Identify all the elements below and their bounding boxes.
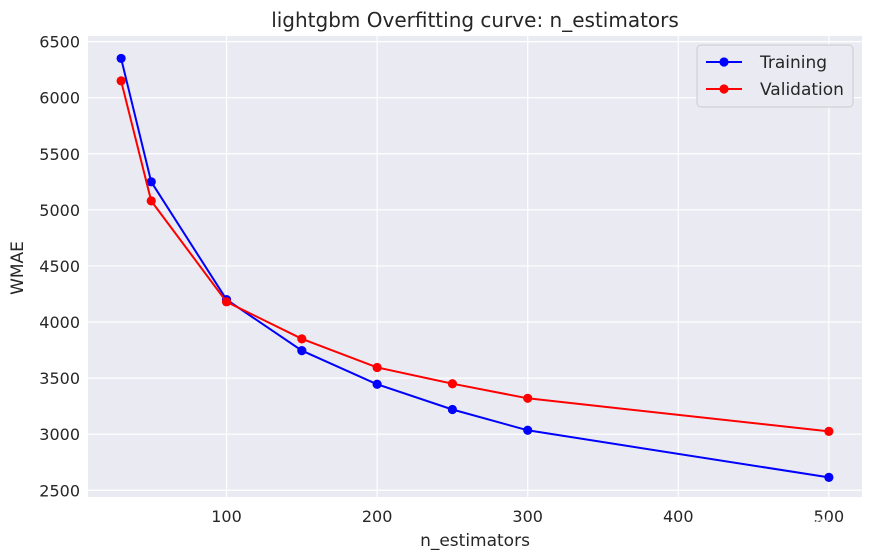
legend-marker — [719, 57, 729, 67]
legend-label: Training — [759, 53, 827, 73]
y-tick-label: 2500 — [39, 481, 80, 500]
y-tick-label: 3000 — [39, 425, 80, 444]
y-tick-label: 6500 — [39, 33, 80, 52]
x-tick-label: 400 — [663, 507, 694, 526]
y-tick-label: 4000 — [39, 313, 80, 332]
legend-item: Training — [706, 53, 827, 73]
data-point — [523, 393, 533, 403]
y-tick-label: 5500 — [39, 145, 80, 164]
chart-title: lightgbm Overfitting curve: n_estimators — [271, 8, 679, 32]
y-tick-label: 6000 — [39, 89, 80, 108]
y-tick-label: 3500 — [39, 369, 80, 388]
data-point — [523, 425, 533, 435]
y-tick-labels: 2500 3000 3500 4000 4500 5000 5500 6000 6500 — [39, 33, 80, 501]
data-point — [824, 472, 834, 482]
watermark-text: alitrack — [765, 513, 836, 535]
data-point — [116, 53, 126, 64]
data-point — [221, 297, 232, 307]
series-line — [120, 58, 830, 479]
x-tick-label: 100 — [211, 507, 242, 526]
x-tick-labels: 100 200 300 400 500 — [211, 507, 844, 526]
data-point — [297, 346, 307, 356]
y-tick-label: 5000 — [39, 201, 80, 220]
x-tick-label: 200 — [362, 507, 393, 526]
data-point — [372, 379, 382, 389]
data-point — [146, 177, 156, 187]
y-axis-label: WMAE — [8, 241, 28, 295]
legend-box — [696, 44, 854, 108]
watermark: alitrack — [729, 512, 836, 535]
series-layer — [116, 53, 834, 482]
data-point — [447, 404, 458, 415]
grid-lines — [88, 36, 862, 497]
legend-marker — [719, 84, 729, 94]
wechat-icon — [729, 512, 755, 532]
legend: Training Validation — [696, 44, 854, 108]
x-tick-label: 500 — [814, 507, 845, 526]
data-point — [372, 362, 382, 373]
data-point — [824, 426, 834, 436]
data-point — [116, 76, 126, 86]
x-tick-label: 300 — [512, 507, 543, 526]
y-tick-label: 4500 — [39, 257, 80, 276]
data-point — [146, 196, 156, 206]
legend-label: Validation — [760, 80, 844, 100]
data-point — [447, 379, 458, 389]
x-axis-label: n_estimators — [420, 531, 530, 551]
legend-item: Validation — [706, 80, 844, 100]
data-point — [297, 334, 307, 344]
series-line — [120, 80, 830, 433]
series-validation — [116, 76, 834, 436]
